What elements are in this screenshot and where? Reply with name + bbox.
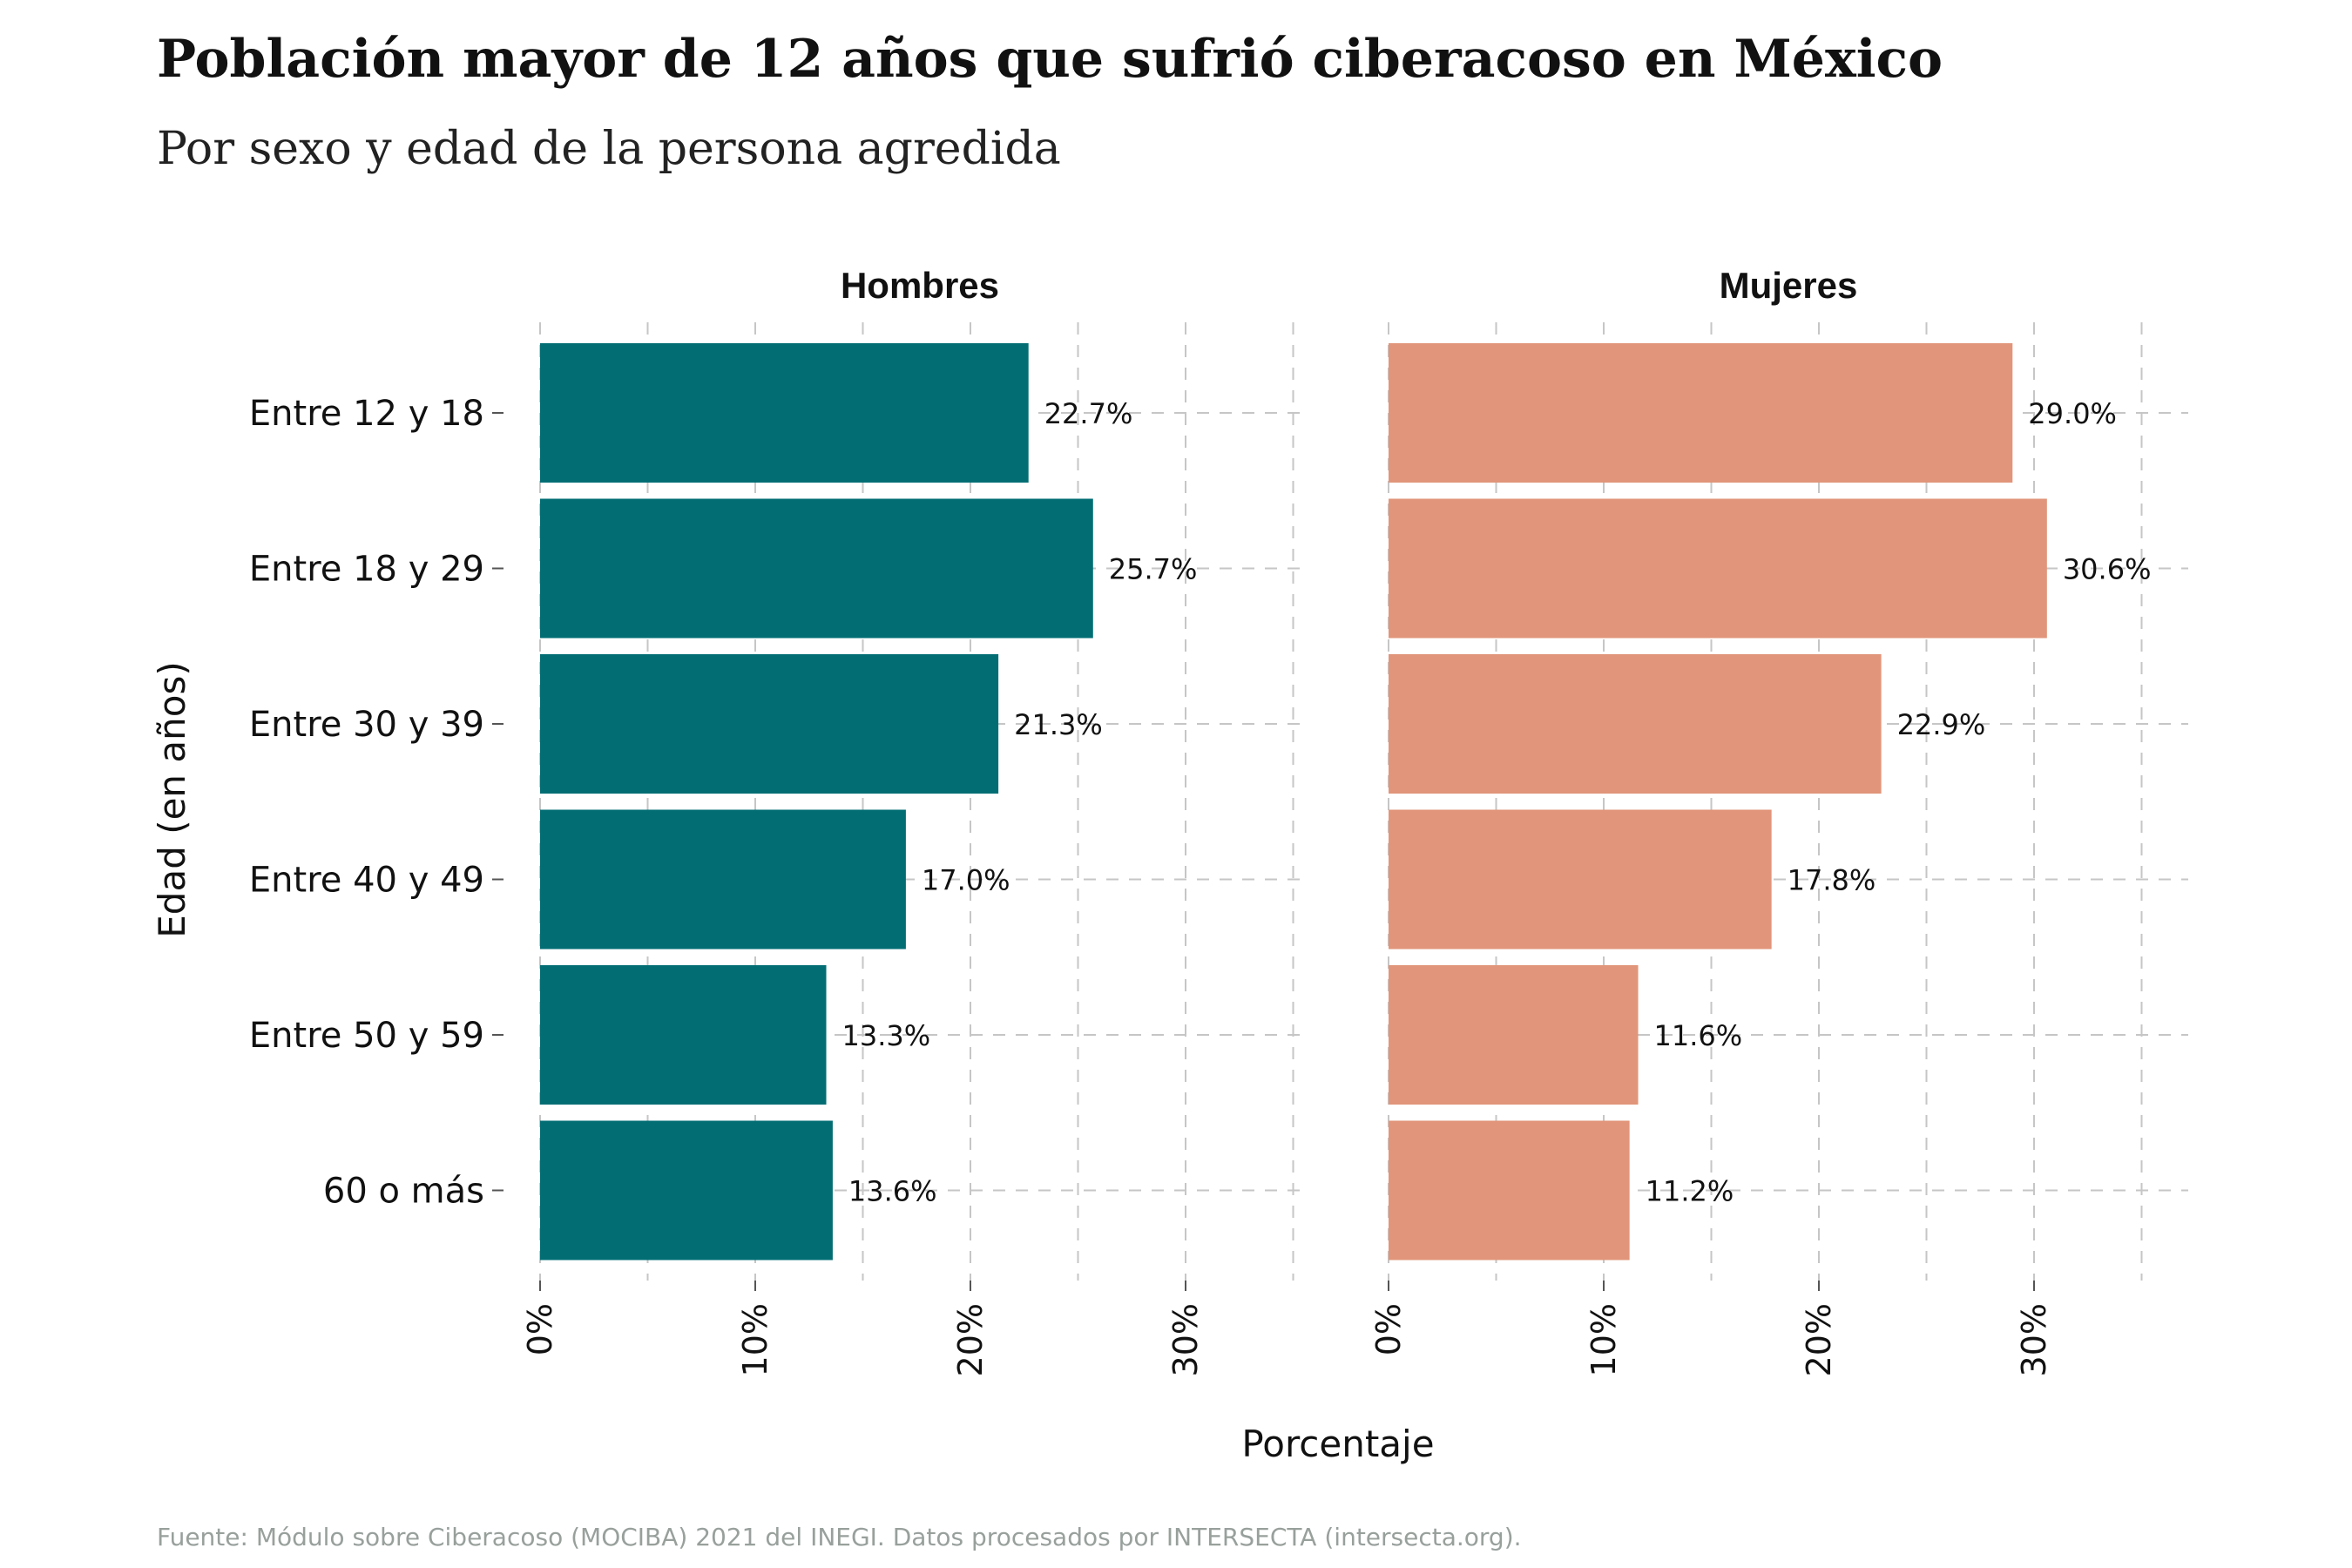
bar-hombres-entre-30-y-39 bbox=[540, 654, 999, 794]
bar-hombres-entre-12-y-18 bbox=[540, 343, 1029, 483]
value-label-mujeres-entre-18-y-29: 30.6% bbox=[2063, 553, 2152, 586]
bar-mujeres-entre-12-y-18 bbox=[1389, 343, 2013, 483]
facet-label-mujeres: Mujeres bbox=[1720, 265, 1858, 306]
bar-mujeres-entre-40-y-49 bbox=[1389, 809, 1772, 950]
value-label-mujeres-entre-50-y-59: 11.6% bbox=[1654, 1019, 1743, 1052]
value-label-hombres-entre-50-y-59: 13.3% bbox=[842, 1019, 931, 1052]
x-axis-title: Porcentaje bbox=[1241, 1423, 1434, 1465]
value-label-mujeres-entre-12-y-18: 29.0% bbox=[2028, 397, 2117, 430]
x-tick-label: 30% bbox=[2015, 1303, 2053, 1376]
caption: Fuente: Módulo sobre Ciberacoso (MOCIBA)… bbox=[157, 1523, 1522, 1551]
value-label-mujeres-entre-40-y-49: 17.8% bbox=[1788, 864, 1876, 897]
facet-label-hombres: Hombres bbox=[841, 265, 999, 306]
x-tick-label: 20% bbox=[1800, 1303, 1838, 1376]
panel-hombres: 22.7% 25.7% 21.3% 17.0% 13.3% 13.6% Hombres 0% 1… bbox=[521, 265, 1300, 1376]
value-label-hombres-entre-18-y-29: 25.7% bbox=[1109, 553, 1198, 586]
chart-subtitle: Por sexo y edad de la persona agredida bbox=[157, 123, 1061, 175]
y-tick-label-entre-50-y-59: Entre 50 y 59 bbox=[249, 1016, 484, 1056]
bar-mujeres-entre-18-y-29 bbox=[1389, 498, 2047, 639]
x-tick-label: 0% bbox=[521, 1303, 559, 1355]
x-tick-label: 0% bbox=[1369, 1303, 1408, 1355]
value-label-hombres-entre-12-y-18: 22.7% bbox=[1044, 397, 1133, 430]
bar-hombres-entre-40-y-49 bbox=[540, 809, 906, 950]
y-tick-label-entre-18-y-29: Entre 18 y 29 bbox=[249, 550, 484, 590]
y-tick-label-60-o-mas: 60 o más bbox=[323, 1172, 484, 1212]
panel-mujeres: 29.0% 30.6% 22.9% 17.8% 11.6% 11.2% Mujeres 0% 1… bbox=[1369, 265, 2188, 1376]
y-axis: Entre 12 y 18 Entre 18 y 29 Entre 30 y 39 E… bbox=[249, 394, 504, 1212]
x-tick-label: 20% bbox=[951, 1303, 990, 1376]
x-tick-label: 30% bbox=[1166, 1303, 1205, 1376]
bar-mujeres-entre-30-y-39 bbox=[1389, 654, 1882, 794]
value-label-hombres-entre-40-y-49: 17.0% bbox=[922, 864, 1010, 897]
value-label-hombres-60-o-mas: 13.6% bbox=[848, 1175, 937, 1208]
value-label-hombres-entre-30-y-39: 21.3% bbox=[1014, 708, 1103, 741]
y-tick-label-entre-30-y-39: Entre 30 y 39 bbox=[249, 705, 484, 745]
bar-hombres-entre-18-y-29 bbox=[540, 498, 1093, 639]
y-tick-label-entre-12-y-18: Entre 12 y 18 bbox=[249, 394, 484, 434]
plot-area: 22.7% 25.7% 21.3% 17.0% 13.3% 13.6% Hombres 0% 1… bbox=[249, 265, 2188, 1376]
x-tick-label: 10% bbox=[1585, 1303, 1623, 1376]
y-axis-title: Edad (en años) bbox=[151, 661, 193, 937]
value-label-mujeres-60-o-mas: 11.2% bbox=[1646, 1175, 1734, 1208]
bar-hombres-entre-50-y-59 bbox=[540, 965, 827, 1105]
bar-hombres-60-o-mas bbox=[540, 1120, 833, 1260]
value-label-mujeres-entre-30-y-39: 22.9% bbox=[1897, 708, 1986, 741]
y-tick-label-entre-40-y-49: Entre 40 y 49 bbox=[249, 861, 484, 901]
x-tick-label: 10% bbox=[736, 1303, 774, 1376]
bar-mujeres-60-o-mas bbox=[1389, 1120, 1630, 1260]
chart-title: Población mayor de 12 años que sufrió ci… bbox=[157, 29, 1943, 90]
bar-mujeres-entre-50-y-59 bbox=[1389, 965, 1639, 1105]
